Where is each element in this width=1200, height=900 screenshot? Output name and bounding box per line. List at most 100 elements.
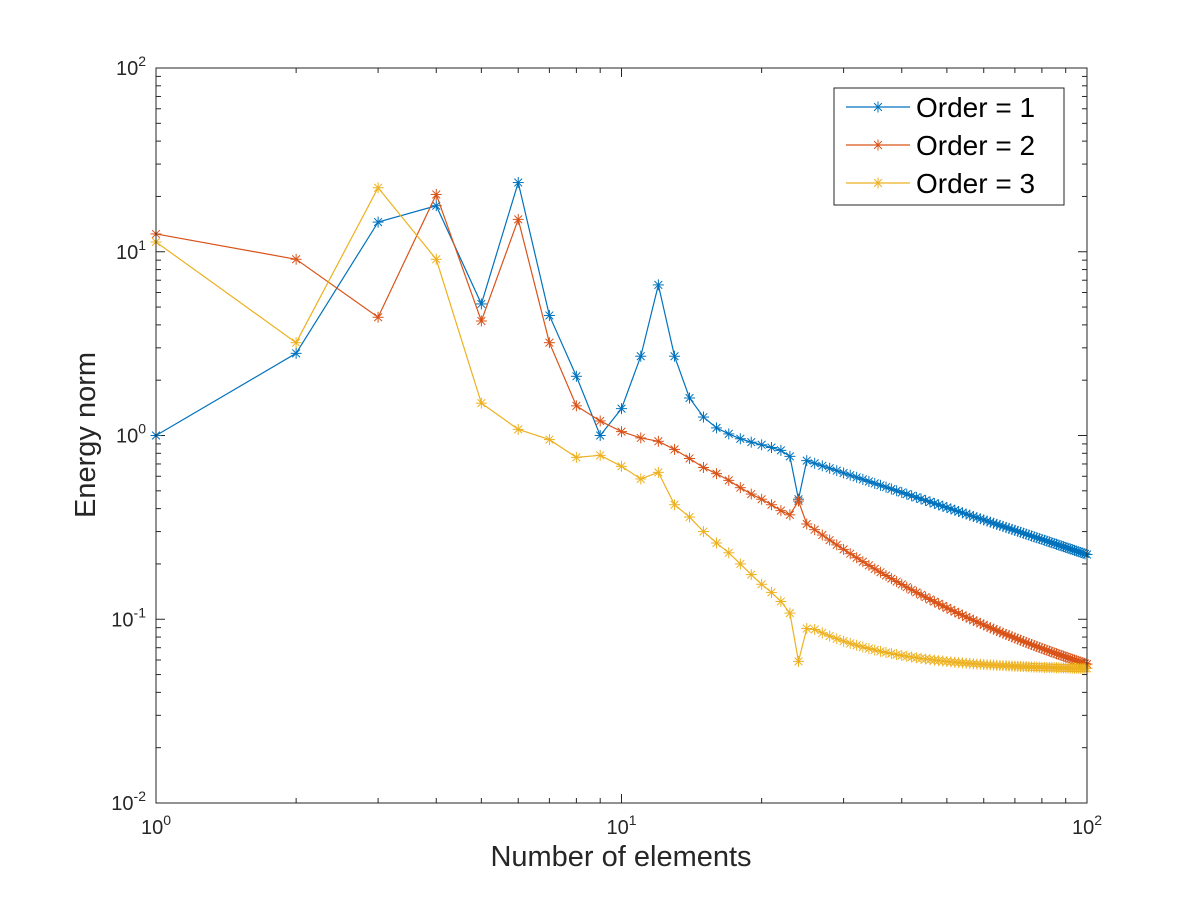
data-point	[697, 411, 709, 423]
series-layer	[150, 177, 1093, 674]
data-point	[475, 298, 487, 310]
data-point	[857, 641, 869, 653]
data-point	[915, 589, 927, 601]
plot-frame	[155, 67, 1088, 804]
data-point	[831, 539, 843, 551]
legend-entries: Order = 1 Order = 2 Order = 3	[846, 92, 1035, 199]
data-point	[906, 490, 918, 502]
data-point	[290, 337, 302, 349]
data-point	[570, 451, 582, 463]
series-3	[150, 182, 1093, 674]
data-point	[891, 649, 903, 661]
data-point	[838, 543, 850, 555]
data-point	[543, 309, 555, 321]
data-point	[697, 526, 709, 538]
legend-marker	[872, 101, 884, 113]
data-point	[290, 347, 302, 359]
data-point	[543, 337, 555, 349]
data-point	[372, 216, 384, 228]
legend-item-3: Order = 3	[846, 168, 1035, 199]
legend-item-2: Order = 2	[846, 130, 1035, 161]
legend: Order = 1 Order = 2 Order = 3	[833, 87, 1065, 206]
data-point	[745, 569, 757, 581]
legend-marker	[872, 139, 884, 151]
data-point	[816, 529, 828, 541]
data-point	[756, 578, 768, 590]
data-point	[920, 494, 932, 506]
data-point	[512, 177, 524, 189]
data-point	[874, 566, 886, 578]
data-point	[960, 611, 972, 623]
data-point	[475, 315, 487, 327]
data-point	[809, 623, 821, 635]
legend-label: Order = 3	[916, 168, 1035, 199]
data-point	[723, 474, 735, 486]
data-point	[920, 591, 932, 603]
data-point	[765, 499, 777, 511]
data-point	[801, 455, 813, 467]
data-point	[652, 466, 664, 478]
data-point	[784, 450, 796, 462]
y-tick-label: 10-2	[111, 788, 146, 815]
data-point	[928, 497, 940, 509]
x-tick-label: 100	[141, 812, 171, 839]
minor-ticks	[156, 68, 1087, 803]
data-point	[745, 436, 757, 448]
data-point	[711, 422, 723, 434]
data-point	[652, 435, 664, 447]
data-point	[594, 415, 606, 427]
y-tick-label: 101	[116, 237, 146, 264]
data-point	[430, 188, 442, 200]
data-point	[816, 460, 828, 472]
data-point	[792, 495, 804, 507]
data-point	[635, 350, 647, 362]
data-point	[711, 537, 723, 549]
data-point	[851, 639, 863, 651]
data-point	[512, 423, 524, 435]
data-point	[734, 558, 746, 570]
legend-item-1: Order = 1	[846, 92, 1035, 123]
data-point	[928, 596, 940, 608]
data-point	[756, 439, 768, 451]
data-point	[910, 491, 922, 503]
data-point	[765, 586, 777, 598]
y-tick-label: 10-1	[111, 604, 146, 631]
data-point	[851, 552, 863, 564]
data-point	[784, 607, 796, 619]
data-point	[652, 279, 664, 291]
data-point	[824, 462, 836, 474]
data-point	[824, 534, 836, 546]
legend-label: Order = 2	[916, 130, 1035, 161]
data-point	[857, 556, 869, 568]
data-point	[863, 643, 875, 655]
data-point	[684, 452, 696, 464]
data-point	[669, 499, 681, 511]
data-point	[734, 482, 746, 494]
data-point	[543, 434, 555, 446]
data-point	[844, 548, 856, 560]
data-point	[792, 655, 804, 667]
x-tick-label: 101	[606, 812, 636, 839]
data-point	[594, 449, 606, 461]
data-point	[684, 392, 696, 404]
data-point	[570, 370, 582, 382]
data-point	[809, 524, 821, 536]
data-point	[801, 623, 813, 635]
data-point	[594, 430, 606, 441]
data-point	[475, 397, 487, 409]
data-point	[723, 428, 735, 440]
data-point	[869, 563, 881, 575]
y-tick-label: 102	[116, 53, 146, 80]
data-point	[372, 182, 384, 194]
data-point	[430, 253, 442, 265]
data-point	[616, 426, 627, 438]
data-point	[915, 493, 927, 505]
data-point	[372, 311, 384, 323]
data-point	[697, 461, 709, 473]
data-point	[880, 481, 892, 493]
legend-label: Order = 1	[916, 92, 1035, 123]
data-point	[831, 465, 843, 477]
data-point	[723, 547, 735, 559]
